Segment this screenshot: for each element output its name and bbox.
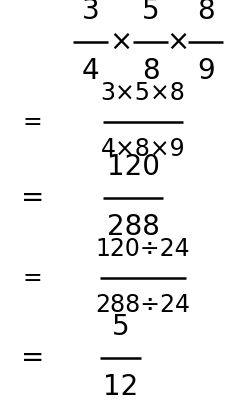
Text: 12: 12: [102, 373, 138, 400]
Text: ×: ×: [108, 28, 132, 56]
Text: 288: 288: [106, 213, 159, 241]
Text: =: =: [21, 184, 44, 212]
Text: =: =: [23, 110, 42, 134]
Text: 3: 3: [81, 0, 99, 25]
Text: 8: 8: [141, 57, 159, 85]
Text: 288÷24: 288÷24: [95, 293, 190, 317]
Text: 5: 5: [141, 0, 159, 25]
Text: 8: 8: [196, 0, 214, 25]
Text: ×: ×: [166, 28, 189, 56]
Text: =: =: [23, 266, 42, 290]
Text: 3×5×8: 3×5×8: [100, 81, 185, 105]
Text: =: =: [21, 344, 44, 372]
Text: 4: 4: [81, 57, 99, 85]
Text: 9: 9: [196, 57, 214, 85]
Text: 5: 5: [111, 313, 129, 341]
Text: 120÷24: 120÷24: [96, 237, 190, 261]
Text: 120: 120: [106, 153, 159, 181]
Text: 4×8×9: 4×8×9: [100, 137, 185, 161]
